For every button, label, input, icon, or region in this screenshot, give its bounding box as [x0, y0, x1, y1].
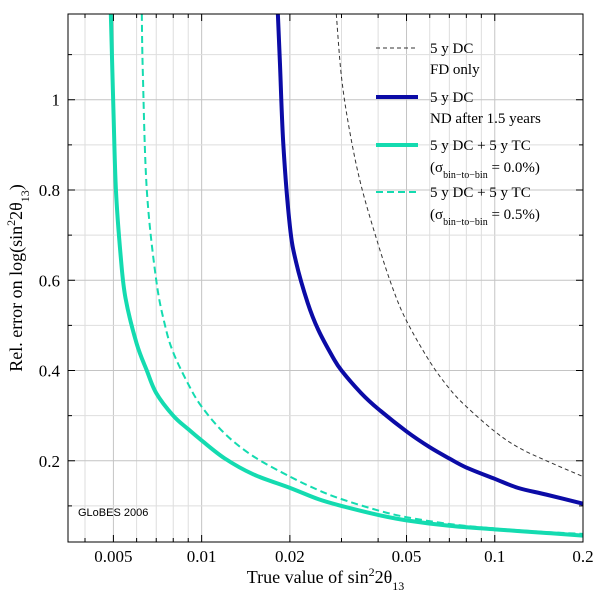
legend: 5 y DC FD only 5 y DC ND after 1.5 years… [376, 41, 541, 228]
y-tick-label: 0.2 [39, 452, 60, 471]
legend-entry-nd: 5 y DC ND after 1.5 years [376, 90, 541, 127]
legend-label-tc-05-line1: 5 y DC + 5 y TC [430, 185, 531, 201]
legend-label-tc-0-line1: 5 y DC + 5 y TC [430, 138, 531, 154]
legend-label-nd-line1: 5 y DC [430, 90, 473, 106]
tick-labels: 0.005 0.01 0.02 0.05 0.1 0.2 0.2 0.4 0.6 0.8 1 [39, 91, 594, 566]
x-tick-label: 0.05 [392, 547, 422, 566]
x-axis-label: True value of sin22θ13 [247, 565, 404, 593]
curve-fd-only [335, 14, 583, 478]
x-tick-label: 0.01 [187, 547, 217, 566]
watermark: GLoBES 2006 [78, 507, 148, 519]
x-tick-label: 0.2 [572, 547, 593, 566]
grid [68, 14, 584, 542]
legend-label-nd-line2: ND after 1.5 years [430, 111, 541, 127]
curve-nd-after-1-5-years [275, 14, 583, 506]
x-tick-label: 0.1 [484, 547, 505, 566]
y-tick-label: 0.4 [39, 362, 61, 381]
legend-label-tc-05-line2: (σbin−to−bin = 0.5%) [430, 207, 540, 228]
curve-tc-0-5 [140, 14, 583, 535]
legend-entry-tc-0: 5 y DC + 5 y TC (σbin−to−bin = 0.0%) [376, 138, 540, 181]
y-tick-label: 0.6 [39, 271, 60, 290]
legend-label-fd-only-line1: 5 y DC [430, 41, 473, 57]
legend-entry-fd-only: 5 y DC FD only [376, 41, 480, 78]
plot-frame [67, 13, 584, 543]
y-axis-label: Rel. error on log(sin22θ13) [4, 184, 32, 372]
x-tick-label: 0.005 [94, 547, 132, 566]
legend-label-fd-only-line2: FD only [430, 62, 480, 78]
legend-entry-tc-05: 5 y DC + 5 y TC (σbin−to−bin = 0.5%) [376, 185, 540, 228]
curve-tc-0-0 [108, 14, 583, 538]
x-tick-label: 0.02 [275, 547, 305, 566]
y-tick-label: 0.8 [39, 181, 60, 200]
legend-label-tc-0-line2: (σbin−to−bin = 0.0%) [430, 160, 540, 181]
ticks [68, 14, 584, 542]
curves [108, 14, 583, 538]
y-tick-label: 1 [52, 91, 61, 110]
